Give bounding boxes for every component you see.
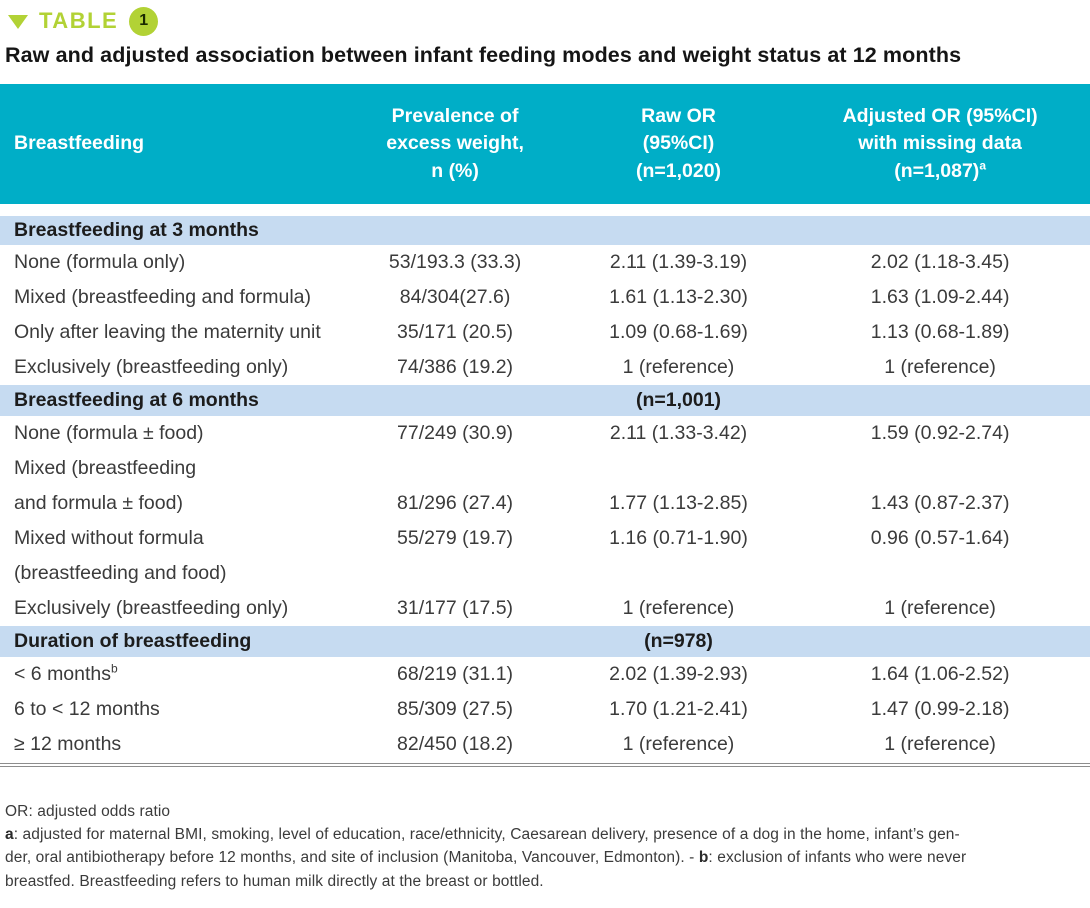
value-cell: 0.96 (0.57-1.64)	[790, 520, 1090, 556]
row-label: ≥ 12 months	[0, 726, 344, 762]
section-n-note: (n=1,001)	[566, 384, 791, 416]
row-label: Mixed without formula	[0, 520, 344, 556]
value-cell: 1.63 (1.09-2.44)	[790, 279, 1090, 315]
table-row: (breastfeeding and food)	[0, 555, 1090, 591]
section-n-note	[566, 209, 791, 245]
value-cell: 1.70 (1.21-2.41)	[566, 691, 791, 727]
value-cell: 1.16 (0.71-1.90)	[566, 520, 791, 556]
table-row: Only after leaving the maternity unit 35/…	[0, 314, 1090, 350]
value-cell	[343, 450, 567, 486]
section-title: Breastfeeding at 3 months	[0, 209, 567, 245]
table-row: < 6 monthsb 68/219 (31.1) 2.02 (1.39-2.93)…	[0, 656, 1090, 692]
section-filler-cell	[790, 625, 1090, 657]
section-filler-cell	[790, 209, 1090, 245]
table-tag-label: TABLE	[39, 8, 119, 33]
value-cell: 1.77 (1.13-2.85)	[566, 485, 791, 521]
value-cell: 1.61 (1.13-2.30)	[566, 279, 791, 315]
table-row: ≥ 12 months 82/450 (18.2) 1 (reference) 1 (…	[0, 726, 1090, 762]
value-cell: 55/279 (19.7)	[343, 520, 567, 556]
section-title: Duration of breastfeeding	[0, 625, 567, 657]
value-cell: 1 (reference)	[566, 349, 791, 385]
table-header-row: Breastfeeding Prevalence of excess weight,…	[0, 84, 1090, 216]
value-cell	[790, 555, 1090, 591]
data-table: Breastfeeding Prevalence of excess weight,…	[0, 84, 1090, 762]
collapse-triangle-icon	[8, 15, 28, 29]
column-header: Prevalence of excess weight, n (%)	[343, 84, 567, 216]
row-label: Mixed (breastfeeding and formula)	[0, 279, 344, 315]
table-row: Mixed without formula 55/279 (19.7) 1.16 (…	[0, 520, 1090, 556]
value-cell: 1.43 (0.87-2.37)	[790, 485, 1090, 521]
section-header-row: Breastfeeding at 6 months (n=1,001)	[0, 384, 1090, 416]
value-cell: 84/304(27.6)	[343, 279, 567, 315]
table-bottom-rule	[0, 762, 1090, 767]
value-cell: 1 (reference)	[566, 590, 791, 626]
section-filler-cell	[790, 384, 1090, 416]
value-cell: 35/171 (20.5)	[343, 314, 567, 350]
value-cell: 1 (reference)	[790, 590, 1090, 626]
table-tag[interactable]: TABLE 1	[0, 0, 1090, 36]
table-row: Exclusively (breastfeeding only) 31/177 (…	[0, 590, 1090, 626]
row-label: 6 to < 12 months	[0, 691, 344, 727]
value-cell: 1.09 (0.68-1.69)	[566, 314, 791, 350]
table-row: Mixed (breastfeeding and formula) 84/304(…	[0, 279, 1090, 315]
row-label: (breastfeeding and food)	[0, 555, 344, 591]
row-label: None (formula only)	[0, 244, 344, 280]
row-label: Mixed (breastfeeding	[0, 450, 344, 486]
value-cell: 1 (reference)	[566, 726, 791, 762]
footnote-line: OR: adjusted odds ratio	[5, 802, 171, 820]
value-cell: 2.11 (1.39-3.19)	[566, 244, 791, 280]
row-label: < 6 monthsb	[0, 656, 344, 692]
row-label: None (formula ± food)	[0, 415, 344, 451]
value-cell	[790, 450, 1090, 486]
table-row: Mixed (breastfeeding	[0, 450, 1090, 486]
table-row: and formula ± food) 81/296 (27.4) 1.77 (1.…	[0, 485, 1090, 521]
footnote-line: breastfed. Breastfeeding refers to human…	[5, 872, 544, 890]
section-header-row: Breastfeeding at 3 months	[0, 209, 1090, 245]
value-cell: 1.13 (0.68-1.89)	[790, 314, 1090, 350]
table-row: Exclusively (breastfeeding only) 74/386 (…	[0, 349, 1090, 385]
footnotes: OR: adjusted odds ratio a: adjusted for m…	[0, 767, 1090, 893]
section-header-row: Duration of breastfeeding (n=978)	[0, 625, 1090, 657]
value-cell: 1 (reference)	[790, 726, 1090, 762]
value-cell: 1.64 (1.06-2.52)	[790, 656, 1090, 692]
value-cell: 85/309 (27.5)	[343, 691, 567, 727]
footnote-line: der, oral antibiotherapy before 12 month…	[5, 849, 967, 867]
table-title: Raw and adjusted association between inf…	[5, 43, 962, 67]
table-row: 6 to < 12 months 85/309 (27.5) 1.70 (1.21-…	[0, 691, 1090, 727]
section-n-note: (n=978)	[566, 625, 791, 657]
table-number-badge: 1	[129, 6, 159, 36]
column-header: Breastfeeding	[0, 84, 344, 216]
value-cell	[343, 555, 567, 591]
value-cell: 1.47 (0.99-2.18)	[790, 691, 1090, 727]
value-cell: 77/249 (30.9)	[343, 415, 567, 451]
row-label: and formula ± food)	[0, 485, 344, 521]
value-cell: 82/450 (18.2)	[343, 726, 567, 762]
value-cell: 31/177 (17.5)	[343, 590, 567, 626]
row-label: Only after leaving the maternity unit	[0, 314, 344, 350]
value-cell	[566, 450, 791, 486]
value-cell: 2.11 (1.33-3.42)	[566, 415, 791, 451]
value-cell: 2.02 (1.39-2.93)	[566, 656, 791, 692]
row-label: Exclusively (breastfeeding only)	[0, 590, 344, 626]
value-cell	[566, 555, 791, 591]
value-cell: 53/193.3 (33.3)	[343, 244, 567, 280]
value-cell: 2.02 (1.18-3.45)	[790, 244, 1090, 280]
value-cell: 74/386 (19.2)	[343, 349, 567, 385]
footnote-line: a: adjusted for maternal BMI, smoking, l…	[5, 826, 960, 844]
column-header: Raw OR (95%CI) (n=1,020)	[566, 84, 791, 216]
value-cell: 68/219 (31.1)	[343, 656, 567, 692]
table-row: None (formula only) 53/193.3 (33.3) 2.11 (…	[0, 244, 1090, 280]
value-cell: 1.59 (0.92-2.74)	[790, 415, 1090, 451]
column-header: Adjusted OR (95%CI) with missing data (n=1…	[790, 84, 1090, 216]
section-title: Breastfeeding at 6 months	[0, 384, 567, 416]
row-label: Exclusively (breastfeeding only)	[0, 349, 344, 385]
table-row: None (formula ± food) 77/249 (30.9) 2.11 (…	[0, 415, 1090, 451]
value-cell: 81/296 (27.4)	[343, 485, 567, 521]
value-cell: 1 (reference)	[790, 349, 1090, 385]
